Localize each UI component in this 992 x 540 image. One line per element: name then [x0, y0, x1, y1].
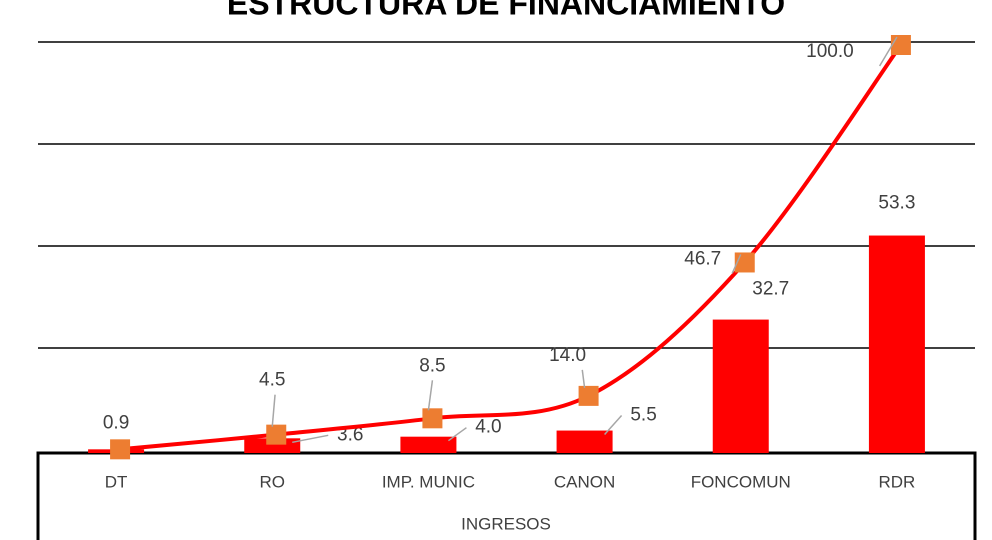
line-value-label: 46.7 [684, 248, 721, 269]
leader-line [581, 369, 586, 388]
bar-value-label: 53.3 [878, 193, 915, 214]
axis-table [36, 451, 977, 540]
bar [868, 235, 925, 453]
line-marker [890, 35, 911, 55]
x-tick-label: CANON [554, 472, 615, 491]
cumulative-line [119, 43, 903, 452]
line-value-label: 4.5 [259, 370, 285, 391]
line-marker [422, 408, 443, 429]
label-background [876, 192, 918, 214]
x-tick-label: DT [105, 472, 128, 491]
x-axis-title: INGRESOS [461, 514, 551, 533]
bar-value-label: 5.5 [630, 405, 656, 426]
x-tick-label: RDR [878, 472, 915, 491]
leader-line [271, 394, 276, 427]
leader-line [878, 36, 898, 67]
bar [712, 319, 769, 453]
line-marker [578, 385, 599, 406]
leader-line [292, 434, 329, 444]
label-background [750, 278, 792, 300]
line-value-label: 8.5 [419, 355, 445, 376]
x-tick-label: FONCOMUN [691, 472, 791, 491]
line-value-label: 14.0 [549, 345, 586, 366]
label-background [473, 416, 504, 438]
chart-title: ESTRUCTURA DE FINANCIAMIENTO [227, 0, 785, 21]
leader-line [604, 415, 623, 436]
line-marker [266, 424, 287, 445]
leader-line [731, 254, 742, 274]
line-value-label: 0.9 [103, 412, 129, 433]
bar [556, 430, 613, 453]
x-tick-label: RO [260, 472, 286, 491]
leader-line [427, 380, 434, 411]
bar-value-label: 32.7 [752, 279, 789, 300]
x-tick-label: IMP. MUNIC [382, 472, 475, 491]
line-marker [110, 439, 131, 460]
bar [400, 436, 457, 453]
line-value-label: 100.0 [806, 41, 854, 62]
bar-value-label: 4.0 [475, 417, 501, 438]
label-background [628, 404, 659, 426]
leader-line [447, 427, 467, 442]
